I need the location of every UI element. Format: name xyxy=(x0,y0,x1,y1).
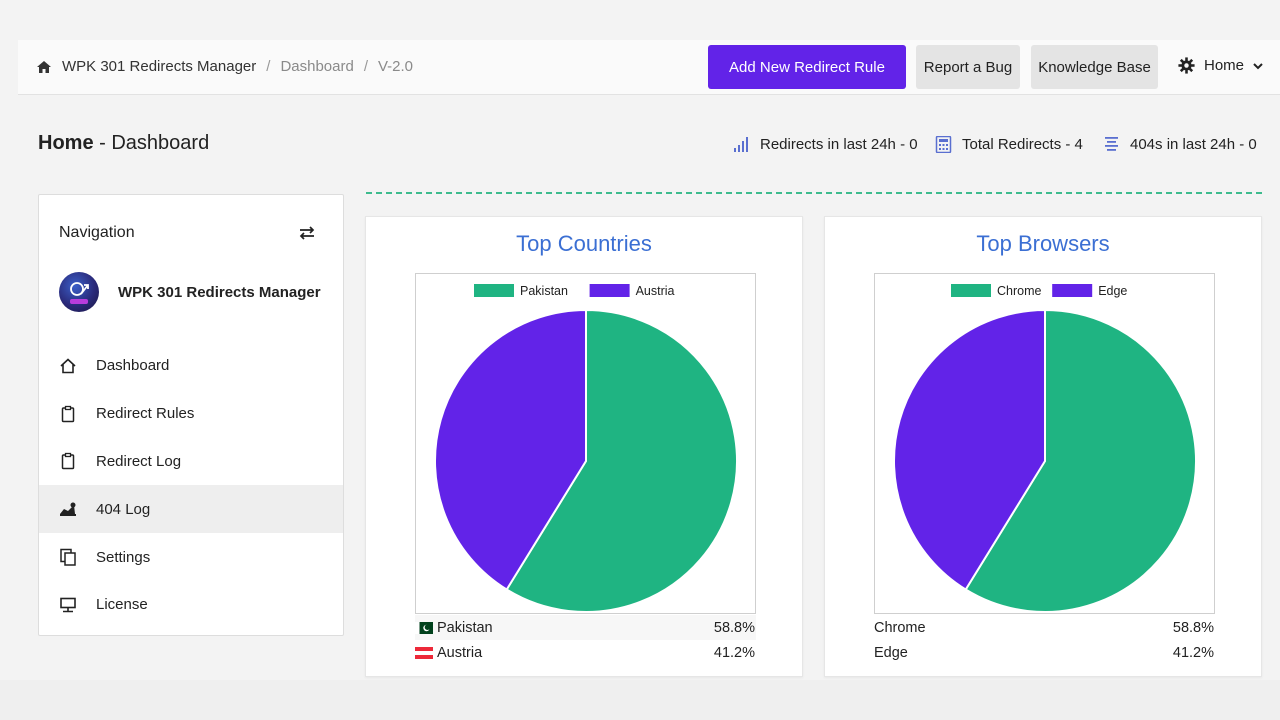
browser-name: Chrome xyxy=(874,619,926,636)
report-bug-button[interactable]: Report a Bug xyxy=(916,45,1020,89)
country-name: Pakistan xyxy=(437,619,493,636)
sidebar-item-label: 404 Log xyxy=(96,500,151,518)
pakistan-flag-icon xyxy=(415,621,433,634)
sidebar-item-label: Redirect Log xyxy=(96,452,182,470)
copy-icon xyxy=(60,548,76,566)
top-browsers-card: Top Browsers Chrome Edge Chrome 58.8% Edg… xyxy=(824,216,1262,677)
pie-chart-browsers: Chrome Edge xyxy=(874,273,1215,614)
pie-chart-svg: Chrome Edge xyxy=(893,284,1197,613)
bar-chart-icon xyxy=(734,137,748,152)
breadcrumb-page[interactable]: Dashboard xyxy=(280,58,354,75)
sidebar-item-redirect-log[interactable]: Redirect Log xyxy=(39,438,343,486)
austria-flag-icon xyxy=(415,646,433,659)
pie-slice-chrome[interactable] xyxy=(964,308,1197,613)
legend-swatch[interactable] xyxy=(1052,284,1093,297)
section-divider xyxy=(366,192,1262,194)
breadcrumb: WPK 301 Redirects Manager / Dashboard / … xyxy=(36,58,413,75)
breadcrumb-version: V-2.0 xyxy=(378,58,414,75)
swap-icon[interactable] xyxy=(298,224,316,242)
page-title: Home - Dashboard xyxy=(38,132,210,154)
breadcrumb-separator: / xyxy=(266,58,271,75)
sidebar-title: Navigation xyxy=(59,224,135,241)
browser-name: Edge xyxy=(874,644,908,661)
chevron-down-icon xyxy=(1253,62,1263,69)
legend-label[interactable]: Edge xyxy=(1098,284,1127,298)
footer-strip xyxy=(0,680,1280,720)
country-percent: 41.2% xyxy=(713,644,755,661)
brand-logo xyxy=(59,272,99,312)
gear-icon xyxy=(1178,57,1195,74)
stat-redirects-24h: Redirects in last 24h - 0 xyxy=(733,136,918,153)
breadcrumb-separator: / xyxy=(363,58,368,75)
sidebar-item-label: License xyxy=(96,596,148,614)
table-row: Austria 41.2% xyxy=(415,640,756,665)
sidebar-item-label: Settings xyxy=(96,548,151,566)
chart-title: Top Countries xyxy=(516,231,652,256)
calculator-icon xyxy=(935,136,952,153)
legend-swatch[interactable] xyxy=(951,284,991,297)
legend-swatch[interactable] xyxy=(589,284,630,297)
sidebar-item-settings[interactable]: Settings xyxy=(39,533,343,581)
sidebar-nav: Dashboard Redirect Rules Redirect Log 40… xyxy=(39,342,343,629)
stat-404s-24h: 404s in last 24h - 0 xyxy=(1103,136,1257,153)
sidebar-item-dashboard[interactable]: Dashboard xyxy=(39,342,343,390)
chart-title: Top Browsers xyxy=(976,231,1110,256)
home-menu[interactable]: Home xyxy=(1178,57,1264,74)
pie-chart-countries: Pakistan Austria xyxy=(415,273,756,614)
error-log-icon xyxy=(60,502,76,517)
sidebar-item-label: Dashboard xyxy=(96,357,170,375)
stat-total-redirects: Total Redirects - 4 xyxy=(935,136,1083,153)
browser-percent: 58.8% xyxy=(1172,619,1214,636)
knowledge-base-button[interactable]: Knowledge Base xyxy=(1031,45,1158,89)
sidebar-brand: WPK 301 Redirects Manager xyxy=(59,272,321,312)
legend-label[interactable]: Pakistan xyxy=(520,284,568,298)
list-icon xyxy=(1105,137,1118,151)
countries-table: Pakistan 58.8% Austria 41.2% xyxy=(415,615,756,665)
home-menu-label: Home xyxy=(1204,57,1245,74)
sidebar-item-redirect-rules[interactable]: Redirect Rules xyxy=(39,390,343,438)
top-bar: WPK 301 Redirects Manager / Dashboard / … xyxy=(18,40,1280,95)
sidebar-item-label: Redirect Rules xyxy=(96,405,195,423)
table-row: Chrome 58.8% xyxy=(874,615,1215,640)
brand-name: WPK 301 Redirects Manager xyxy=(118,283,321,301)
pie-slice-edge[interactable] xyxy=(893,308,1046,591)
browsers-table: Chrome 58.8% Edge 41.2% xyxy=(874,615,1215,665)
clipboard-icon xyxy=(61,453,75,470)
sidebar-item-license[interactable]: License xyxy=(39,581,343,629)
table-row: Pakistan 58.8% xyxy=(415,615,756,640)
breadcrumb-app[interactable]: WPK 301 Redirects Manager xyxy=(62,58,257,75)
home-icon xyxy=(60,358,76,374)
country-percent: 58.8% xyxy=(713,619,755,636)
license-icon xyxy=(60,597,76,613)
clipboard-icon xyxy=(61,405,75,422)
pie-slice-pakistan[interactable] xyxy=(505,308,738,613)
table-row: Edge 41.2% xyxy=(874,640,1215,665)
browser-percent: 41.2% xyxy=(1172,644,1214,661)
pie-chart-svg: Pakistan Austria xyxy=(434,284,738,613)
top-countries-card: Top Countries Pakistan Austria Pakistan 5… xyxy=(365,216,803,677)
legend-label[interactable]: Austria xyxy=(636,284,675,298)
legend-label[interactable]: Chrome xyxy=(997,284,1042,298)
legend-swatch[interactable] xyxy=(474,284,514,297)
sidebar: Navigation WPK 301 Redirects Manager Das… xyxy=(38,194,344,636)
add-redirect-rule-button[interactable]: Add New Redirect Rule xyxy=(708,45,906,89)
home-icon[interactable] xyxy=(36,59,52,75)
country-name: Austria xyxy=(437,644,483,661)
pie-slice-austria[interactable] xyxy=(434,308,587,591)
sidebar-item-404-log[interactable]: 404 Log xyxy=(39,485,343,534)
